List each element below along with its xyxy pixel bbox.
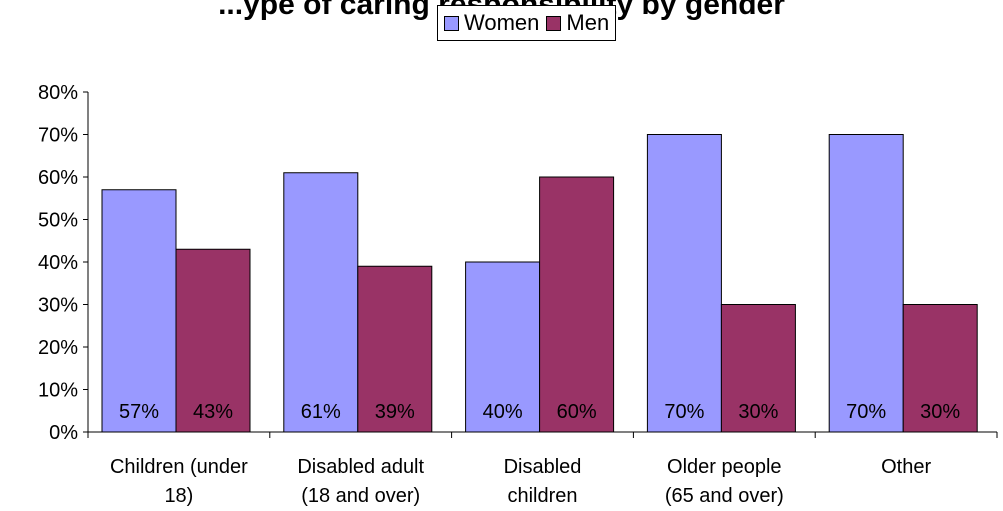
- y-tick-label: 60%: [38, 167, 78, 189]
- data-label: 70%: [846, 401, 886, 423]
- x-category-label-line: Disabled: [504, 456, 582, 478]
- bar-men: [720, 304, 796, 433]
- bar-women: [828, 134, 904, 433]
- legend: Women Men: [437, 5, 617, 41]
- data-label: 30%: [920, 401, 960, 423]
- y-tick-label: 70%: [38, 125, 78, 147]
- legend-item-women: Women: [444, 10, 539, 36]
- x-category-label: Disabled adult (18 and over): [297, 456, 424, 507]
- data-label: 43%: [193, 401, 233, 423]
- data-label: 61%: [301, 401, 341, 423]
- bar-men: [175, 248, 251, 433]
- y-tick-label: 40%: [38, 252, 78, 274]
- bar-women: [101, 189, 177, 433]
- x-category-label: Other: [881, 456, 931, 478]
- data-label: 30%: [738, 401, 778, 423]
- x-category-label-line: Disabled adult: [297, 456, 424, 478]
- y-tick-label: 80%: [38, 82, 78, 104]
- x-category-label-line: 18): [164, 485, 193, 507]
- x-category-label-line: (65 and over): [665, 485, 784, 507]
- data-label: 60%: [557, 401, 597, 423]
- bar-men: [539, 176, 615, 433]
- x-category-label-line: (18 and over): [301, 485, 420, 507]
- bar-women: [465, 261, 541, 433]
- x-category-label-line: Children (under: [110, 456, 248, 478]
- x-category-label: Children (under 18): [110, 456, 248, 507]
- data-label: 57%: [119, 401, 159, 423]
- bar-men: [902, 304, 978, 433]
- y-tick-label: 10%: [38, 380, 78, 402]
- x-category-label-line: children: [507, 485, 577, 507]
- x-category-label-line: Older people: [667, 456, 782, 478]
- legend-swatch-men: [546, 15, 562, 31]
- x-category-label-line: Other: [881, 456, 931, 478]
- legend-swatch-women: [444, 15, 459, 31]
- y-tick-label: 30%: [38, 295, 78, 317]
- legend-label-women: Women: [464, 10, 540, 35]
- bar-women: [283, 172, 359, 433]
- legend-item-men: Men: [546, 10, 609, 36]
- data-label: 70%: [664, 401, 704, 423]
- y-tick-label: 0%: [49, 422, 78, 444]
- x-category-label: Disabled children: [504, 456, 582, 507]
- bar-women: [646, 134, 722, 433]
- data-label: 39%: [375, 401, 415, 423]
- x-category-label: Older people (65 and over): [665, 456, 784, 507]
- legend-label-men: Men: [566, 10, 610, 35]
- y-tick-label: 50%: [38, 210, 78, 232]
- y-tick-label: 20%: [38, 337, 78, 359]
- data-label: 40%: [483, 401, 523, 423]
- bar-men: [357, 265, 433, 433]
